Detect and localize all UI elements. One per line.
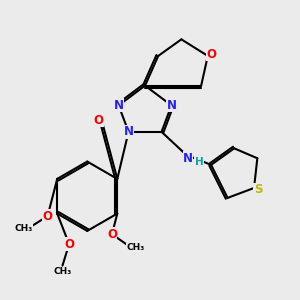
Text: CH₃: CH₃ [126,243,144,252]
Text: S: S [254,183,262,196]
Text: N: N [114,99,124,112]
Text: CH₃: CH₃ [14,224,33,233]
Text: O: O [93,114,103,127]
Text: O: O [107,228,117,241]
Text: N: N [167,99,176,112]
Text: O: O [43,209,52,223]
Text: H: H [194,157,203,167]
Text: N: N [124,125,134,138]
Text: O: O [206,48,216,61]
Text: N: N [183,152,193,165]
Text: O: O [64,238,74,250]
Text: CH₃: CH₃ [53,267,72,276]
